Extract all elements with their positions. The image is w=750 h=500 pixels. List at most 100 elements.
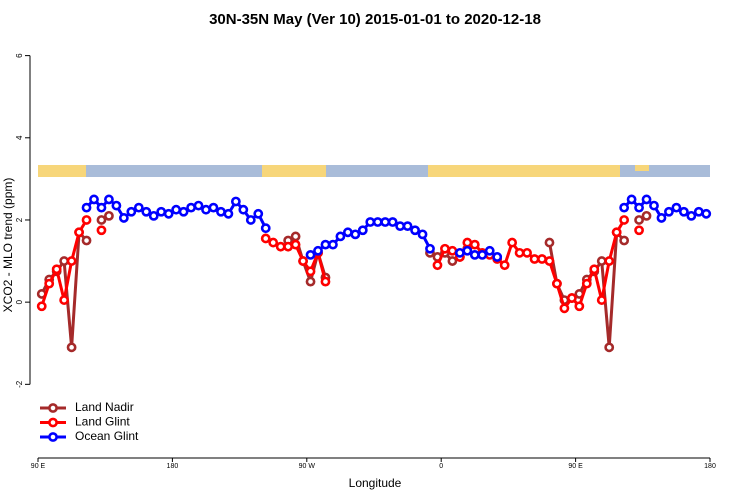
data-point <box>36 289 47 299</box>
data-point <box>634 215 644 225</box>
data-point <box>59 256 70 266</box>
data-point <box>320 276 331 287</box>
data-point <box>290 231 301 242</box>
legend-marker <box>48 403 58 413</box>
data-point <box>440 243 450 254</box>
data-point <box>104 194 114 205</box>
data-point <box>604 342 615 353</box>
plot-area <box>36 194 712 353</box>
data-point <box>462 245 473 256</box>
data-point <box>96 215 107 225</box>
data-point <box>201 204 211 215</box>
data-point <box>260 233 271 244</box>
x-axis-label: Longitude <box>349 476 402 490</box>
data-point <box>507 237 518 248</box>
y-tick-label: 6 <box>15 53 24 58</box>
data-point <box>477 249 488 260</box>
data-point <box>544 256 555 266</box>
data-point <box>559 303 570 314</box>
data-point <box>81 202 92 213</box>
data-point <box>253 208 264 219</box>
data-point <box>193 200 204 211</box>
data-point <box>141 206 152 217</box>
data-point <box>74 227 84 238</box>
data-point <box>484 245 495 256</box>
data-point <box>66 256 77 266</box>
data-point <box>163 208 174 219</box>
data-point <box>432 260 443 271</box>
data-point <box>342 227 353 238</box>
data-point <box>589 264 600 275</box>
data-point <box>678 206 689 217</box>
data-point <box>156 206 167 217</box>
data-point <box>260 223 271 234</box>
data-point <box>656 213 667 223</box>
data-point <box>59 295 70 305</box>
data-point <box>514 247 525 258</box>
data-point <box>186 202 196 213</box>
data-point <box>469 239 480 250</box>
data-point <box>380 217 391 227</box>
data-point <box>171 204 182 215</box>
data-point <box>604 256 615 266</box>
legend-marker <box>48 432 58 442</box>
data-point <box>596 295 607 305</box>
data-point <box>566 293 577 303</box>
data-point <box>320 239 331 250</box>
data-point <box>89 194 99 205</box>
data-point <box>305 276 316 287</box>
data-point <box>350 229 361 240</box>
x-tick-label: 90 E <box>568 463 583 470</box>
data-point <box>499 260 510 271</box>
legend-label: Ocean Glint <box>75 429 139 443</box>
data-point <box>574 301 585 312</box>
data-point <box>619 202 630 213</box>
data-point <box>81 215 92 225</box>
data-point <box>544 237 555 248</box>
data-point <box>305 249 316 260</box>
data-point <box>664 206 674 217</box>
data-point <box>223 208 234 219</box>
data-point <box>634 225 644 236</box>
data-point <box>634 202 644 213</box>
legend-label: Land Nadir <box>75 400 134 414</box>
data-point <box>133 202 144 213</box>
data-point <box>626 194 637 205</box>
data-point <box>178 206 189 217</box>
data-point <box>357 225 368 236</box>
data-point <box>417 229 428 240</box>
surface-strip <box>38 165 710 177</box>
data-point <box>148 210 159 221</box>
data-point <box>208 202 219 213</box>
data-point <box>619 215 630 225</box>
data-point <box>387 217 398 227</box>
data-point <box>238 204 249 215</box>
data-point <box>529 254 540 264</box>
data-point <box>81 235 92 246</box>
data-point <box>96 202 107 213</box>
data-point <box>283 241 294 252</box>
legend-label: Land Glint <box>75 415 130 429</box>
data-point <box>372 217 383 227</box>
chart-title: 30N-35N May (Ver 10) 2015-01-01 to 2020-… <box>209 11 541 28</box>
data-point <box>619 235 630 246</box>
x-tick-label: 180 <box>704 463 716 470</box>
data-point <box>425 243 435 254</box>
data-point <box>447 256 458 266</box>
data-point <box>66 342 77 353</box>
data-point <box>395 221 406 232</box>
y-tick-label: 4 <box>15 135 24 140</box>
y-tick-label: -2 <box>15 380 24 388</box>
data-point <box>686 210 697 221</box>
data-point <box>96 225 107 236</box>
data-point <box>581 278 592 289</box>
data-point <box>245 215 256 225</box>
x-tick-label: 0 <box>439 463 443 470</box>
data-point <box>268 237 279 248</box>
data-point <box>290 239 301 250</box>
data-point <box>328 239 338 250</box>
data-point <box>693 206 704 217</box>
data-point <box>611 227 622 238</box>
